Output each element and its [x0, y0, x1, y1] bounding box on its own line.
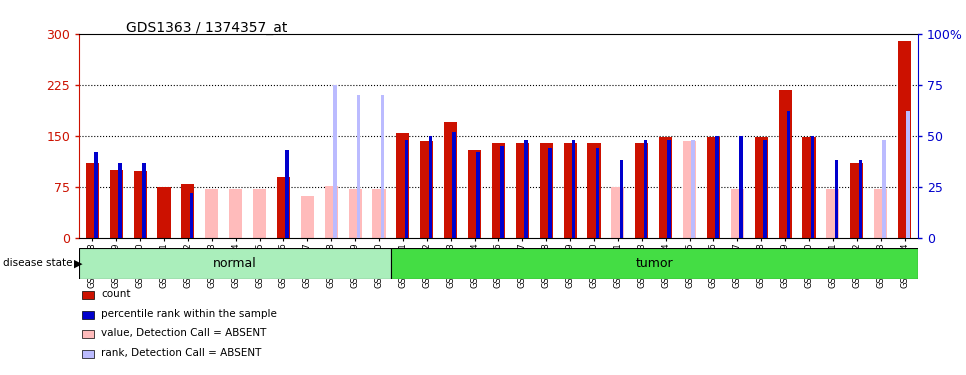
- Bar: [659, 137, 672, 238]
- Bar: [548, 148, 552, 238]
- Bar: [692, 140, 695, 238]
- Bar: [325, 186, 338, 238]
- Bar: [229, 189, 242, 238]
- Bar: [118, 162, 122, 238]
- Bar: [157, 187, 171, 238]
- Bar: [110, 170, 123, 238]
- Bar: [492, 143, 505, 238]
- Text: tumor: tumor: [636, 257, 673, 270]
- Bar: [874, 189, 887, 238]
- Text: value, Detection Call = ABSENT: value, Detection Call = ABSENT: [101, 328, 267, 338]
- Bar: [587, 143, 601, 238]
- Bar: [476, 152, 480, 238]
- Bar: [730, 189, 744, 238]
- Bar: [300, 196, 314, 238]
- Bar: [133, 171, 147, 238]
- Bar: [643, 140, 647, 238]
- Bar: [516, 143, 529, 238]
- Bar: [429, 136, 432, 238]
- Bar: [525, 140, 527, 238]
- Bar: [850, 163, 864, 238]
- Text: GDS1363 / 1374357_at: GDS1363 / 1374357_at: [126, 21, 287, 34]
- Bar: [94, 152, 98, 238]
- Bar: [420, 141, 434, 238]
- Bar: [636, 143, 648, 238]
- Bar: [205, 189, 218, 238]
- Text: ▶: ▶: [74, 258, 83, 268]
- Bar: [142, 162, 146, 238]
- Bar: [810, 136, 814, 238]
- Bar: [715, 136, 719, 238]
- Bar: [86, 163, 99, 238]
- Text: normal: normal: [213, 257, 257, 270]
- Bar: [189, 193, 193, 238]
- Bar: [611, 187, 624, 238]
- Bar: [373, 189, 385, 238]
- Bar: [572, 140, 576, 238]
- Bar: [563, 143, 577, 238]
- Bar: [500, 146, 504, 238]
- Bar: [285, 150, 289, 238]
- Bar: [356, 95, 360, 238]
- Bar: [754, 137, 768, 238]
- Bar: [390, 248, 918, 279]
- Bar: [444, 122, 457, 238]
- Bar: [883, 140, 886, 238]
- Bar: [253, 189, 267, 238]
- Bar: [763, 140, 767, 238]
- Bar: [396, 132, 410, 238]
- Bar: [835, 160, 838, 238]
- Bar: [182, 184, 194, 238]
- Bar: [739, 136, 743, 238]
- Text: percentile rank within the sample: percentile rank within the sample: [101, 309, 277, 319]
- Bar: [596, 148, 599, 238]
- Bar: [668, 140, 671, 238]
- Bar: [787, 111, 790, 238]
- Bar: [779, 90, 792, 238]
- Bar: [333, 85, 336, 238]
- Bar: [79, 248, 390, 279]
- Text: disease state: disease state: [3, 258, 72, 268]
- Text: rank, Detection Call = ABSENT: rank, Detection Call = ABSENT: [101, 348, 262, 358]
- Bar: [803, 137, 815, 238]
- Bar: [381, 95, 384, 238]
- Bar: [707, 137, 720, 238]
- Bar: [540, 143, 553, 238]
- Bar: [826, 189, 839, 238]
- Bar: [620, 160, 623, 238]
- Bar: [468, 150, 481, 238]
- Bar: [898, 40, 911, 238]
- Bar: [683, 141, 696, 238]
- Bar: [859, 160, 863, 238]
- Bar: [906, 111, 910, 238]
- Text: count: count: [101, 290, 131, 299]
- Bar: [277, 177, 290, 238]
- Bar: [452, 132, 456, 238]
- Bar: [405, 140, 409, 238]
- Bar: [349, 189, 361, 238]
